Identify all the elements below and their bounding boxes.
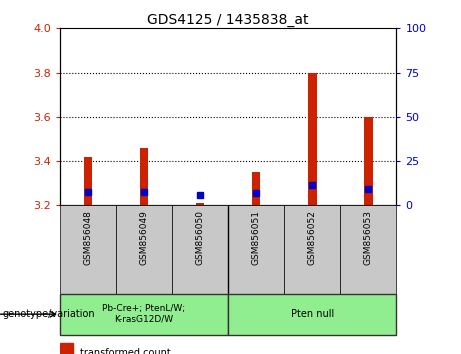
Bar	[84, 156, 92, 205]
Bar	[228, 294, 396, 335]
Text: GSM856051: GSM856051	[252, 210, 261, 265]
Bar	[60, 343, 73, 354]
Bar	[364, 117, 372, 205]
Bar	[116, 205, 172, 294]
Text: genotype/variation: genotype/variation	[2, 309, 95, 319]
Text: GSM856053: GSM856053	[364, 210, 373, 265]
Text: transformed count: transformed count	[80, 348, 171, 354]
Text: GSM856050: GSM856050	[195, 210, 205, 265]
Text: Pb-Cre+; PtenL/W;
K-rasG12D/W: Pb-Cre+; PtenL/W; K-rasG12D/W	[102, 304, 186, 324]
Bar	[60, 294, 228, 335]
Text: GSM856049: GSM856049	[140, 210, 148, 265]
Text: Pten null: Pten null	[291, 309, 334, 319]
Bar	[60, 205, 116, 294]
Bar	[196, 203, 204, 205]
Bar	[284, 205, 340, 294]
Bar	[140, 148, 148, 205]
Text: GSM856048: GSM856048	[83, 210, 93, 265]
Bar	[308, 73, 317, 205]
Text: GSM856052: GSM856052	[308, 210, 317, 265]
Bar	[340, 205, 396, 294]
Bar	[172, 205, 228, 294]
Title: GDS4125 / 1435838_at: GDS4125 / 1435838_at	[148, 13, 309, 27]
Bar	[228, 205, 284, 294]
Bar	[252, 172, 260, 205]
